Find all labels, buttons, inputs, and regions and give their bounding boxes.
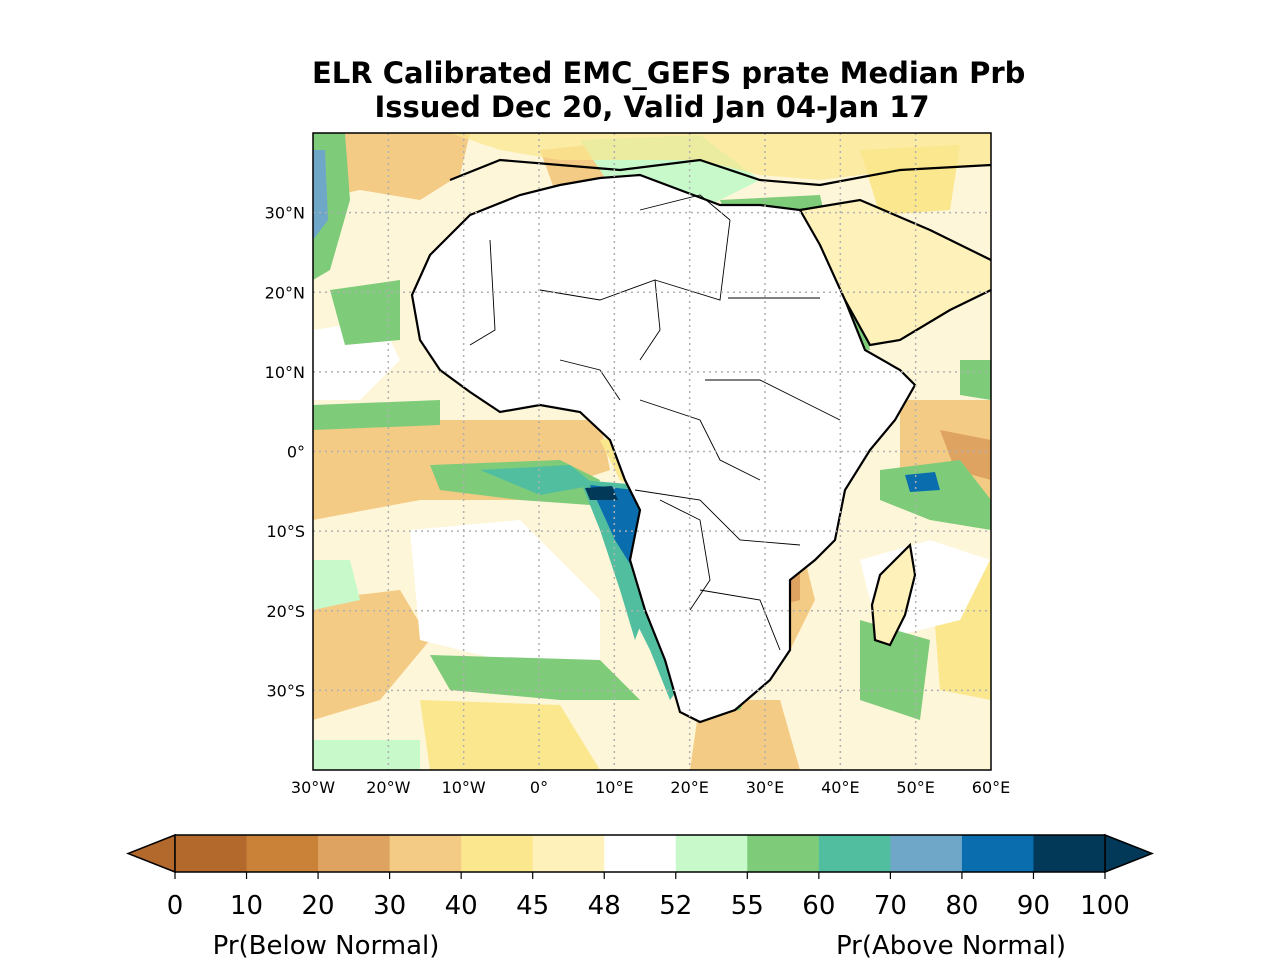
colorbar-over-arrow bbox=[1104, 833, 1155, 874]
latitude-label: 30°S bbox=[266, 681, 305, 700]
border-line bbox=[559, 359, 621, 401]
above-normal-area bbox=[480, 465, 595, 495]
gridlines bbox=[313, 133, 991, 770]
below-normal-area bbox=[313, 133, 470, 200]
colorbar: 0 10 20 30 40 45 48 52 55 60 70 80 90 100 Pr(Below Nor… bbox=[125, 833, 1155, 961]
border-line bbox=[639, 194, 731, 221]
above-normal-strong-area bbox=[585, 486, 618, 500]
chart-title: ELR Calibrated EMC_GEFS prate Median Prb… bbox=[312, 56, 1026, 124]
below-normal-area bbox=[313, 590, 430, 720]
colorbar-tick-label: 20 bbox=[302, 891, 335, 921]
latitude-label: 30°N bbox=[265, 204, 305, 223]
arabia-landmass bbox=[800, 200, 991, 345]
colorbar-swatch bbox=[532, 835, 605, 872]
arabia-coast bbox=[799, 198, 991, 261]
latitude-label: 0° bbox=[287, 443, 305, 462]
colorbar-tick-label: 10 bbox=[230, 891, 263, 921]
madagascar-landmass bbox=[872, 545, 915, 645]
colorbar-tick-label: 80 bbox=[945, 891, 978, 921]
colorbar-tick-label: 40 bbox=[445, 891, 478, 921]
colorbar-under-arrow bbox=[125, 833, 176, 874]
latitude-label: 20°N bbox=[265, 283, 305, 302]
below-normal-strong-area bbox=[940, 430, 991, 480]
above-normal-area bbox=[330, 280, 400, 345]
colorbar-tick-label: 45 bbox=[516, 891, 549, 921]
colorbar-tick-label: 70 bbox=[874, 891, 907, 921]
longitude-label: 10°W bbox=[442, 778, 486, 797]
colorbar-swatch bbox=[890, 835, 963, 872]
below-normal-area bbox=[420, 700, 600, 770]
title-line-2: Issued Dec 20, Valid Jan 04-Jan 17 bbox=[374, 90, 930, 124]
europe-landmass bbox=[450, 133, 991, 180]
border-line bbox=[659, 499, 711, 611]
country-borders bbox=[469, 194, 841, 651]
longitude-label: 30°W bbox=[291, 778, 335, 797]
colorbar-tick-label: 100 bbox=[1080, 891, 1130, 921]
map-frame bbox=[312, 132, 992, 771]
colorbar-tick-label: 90 bbox=[1017, 891, 1050, 921]
longitude-label: 0° bbox=[530, 778, 548, 797]
longitude-label: 30°E bbox=[746, 778, 784, 797]
above-normal-strong-area bbox=[313, 150, 328, 240]
latitude-labels: 30°N 20°N 10°N 0° 10°S 20°S 30°S bbox=[265, 204, 305, 701]
colorbar-swatch bbox=[461, 835, 534, 872]
madagascar-coast bbox=[870, 542, 917, 647]
above-normal-area bbox=[313, 560, 360, 610]
latitude-label: 20°S bbox=[266, 602, 305, 621]
colorbar-swatch bbox=[818, 835, 891, 872]
border-line bbox=[654, 219, 731, 301]
above-normal-strong-area bbox=[905, 472, 940, 492]
above-normal-area bbox=[960, 360, 991, 400]
colorbar-tick-label: 30 bbox=[373, 891, 406, 921]
colorbar-swatch bbox=[389, 835, 462, 872]
near-normal-area bbox=[410, 520, 600, 680]
colorbar-swatch bbox=[675, 835, 748, 872]
colorbar-swatch bbox=[246, 835, 319, 872]
colorbar-swatch bbox=[1033, 835, 1106, 872]
border-line bbox=[639, 399, 761, 481]
border-line bbox=[699, 589, 781, 651]
title-line-1: ELR Calibrated EMC_GEFS prate Median Prb bbox=[312, 56, 1026, 90]
above-normal-area bbox=[313, 400, 440, 430]
colorbar-outline bbox=[174, 834, 1106, 873]
above-normal-area bbox=[430, 655, 640, 700]
probability-field bbox=[313, 133, 991, 770]
colorbar-swatch bbox=[747, 835, 820, 872]
longitude-label: 50°E bbox=[896, 778, 934, 797]
mediterranean-coast bbox=[449, 158, 991, 187]
colorbar-swatch bbox=[604, 835, 677, 872]
colorbar-tick-label: 52 bbox=[659, 891, 692, 921]
arabia-south-coast bbox=[844, 289, 991, 347]
above-normal-caption: Pr(Above Normal) bbox=[836, 931, 1066, 960]
colorbar-tick-label: 55 bbox=[731, 891, 764, 921]
below-normal-caption: Pr(Below Normal) bbox=[213, 931, 440, 960]
latitude-label: 10°N bbox=[265, 363, 305, 382]
longitude-label: 60°E bbox=[972, 778, 1010, 797]
colorbar-tick-label: 48 bbox=[588, 891, 621, 921]
colorbar-tick-label: 0 bbox=[167, 891, 184, 921]
latitude-label: 10°S bbox=[266, 522, 305, 541]
border-line bbox=[469, 239, 496, 346]
below-normal-area bbox=[690, 700, 800, 770]
coastlines bbox=[410, 158, 991, 724]
map-field bbox=[313, 133, 991, 770]
above-normal-area bbox=[313, 740, 420, 770]
longitude-labels: 30°W 20°W 10°W 0° 10°E 20°E 30°E 40°E 50°E 60°E bbox=[291, 778, 1010, 797]
longitude-label: 20°W bbox=[366, 778, 410, 797]
border-line bbox=[705, 379, 841, 421]
longitude-label: 10°E bbox=[595, 778, 633, 797]
colorbar-swatch bbox=[175, 835, 248, 872]
longitude-label: 20°E bbox=[670, 778, 708, 797]
colorbar-swatch bbox=[961, 835, 1034, 872]
longitude-label: 40°E bbox=[821, 778, 859, 797]
border-line bbox=[634, 489, 801, 546]
colorbar-tick-label: 60 bbox=[802, 891, 835, 921]
colorbar-swatch bbox=[318, 835, 391, 872]
above-normal-area bbox=[860, 620, 930, 720]
